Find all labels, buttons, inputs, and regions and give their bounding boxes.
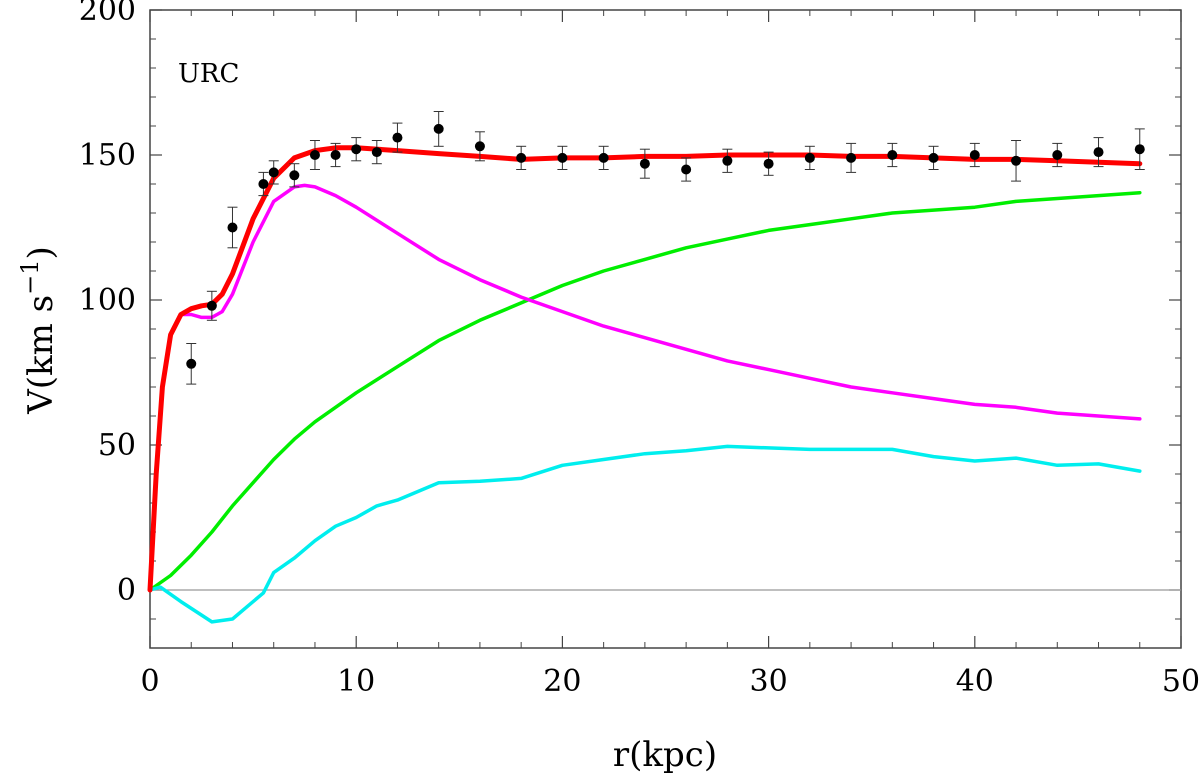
series-line-halo <box>148 190 1142 592</box>
annotation-urc: URC <box>178 59 239 89</box>
data-point-marker <box>846 152 857 163</box>
data-point <box>289 163 300 188</box>
data-point-marker <box>1011 155 1022 166</box>
x-tick-label: 10 <box>337 664 375 699</box>
data-point <box>598 145 609 170</box>
data-point-marker <box>289 170 300 181</box>
data-point-marker <box>763 158 774 169</box>
data-point-marker <box>804 152 815 163</box>
data-point <box>258 171 269 197</box>
data-point-marker <box>598 152 609 163</box>
svg-text:V(km s−1): V(km s−1) <box>16 246 61 415</box>
series-line-gas <box>148 444 1142 624</box>
data-point-marker <box>330 150 341 160</box>
data-point-marker <box>1093 147 1104 158</box>
data-point-marker <box>371 147 382 158</box>
data-point-marker <box>1052 150 1063 160</box>
data-point-marker <box>516 152 527 163</box>
data-point <box>351 137 362 162</box>
x-tick-label: 40 <box>956 664 994 699</box>
data-point-marker <box>928 152 939 163</box>
axis-ticks: 0 10 20 30 40 50 0 50 100 150 200 <box>79 0 1200 699</box>
data-point-marker <box>887 150 898 160</box>
y-axis-title-exponent: −1 <box>16 259 44 294</box>
plot-frame <box>149 9 1182 649</box>
data-point <box>928 145 939 170</box>
data-point-marker <box>186 358 197 369</box>
data-point <box>516 145 527 170</box>
data-point-marker <box>969 150 980 160</box>
y-axis-title-close: ) <box>21 246 61 259</box>
series-line-total <box>147 145 1143 593</box>
data-point <box>1093 137 1104 168</box>
data-point <box>722 148 733 173</box>
data-point-marker <box>474 141 485 152</box>
series-line-disk <box>148 183 1142 592</box>
x-tick-label: 30 <box>750 664 788 699</box>
data-point <box>186 343 197 385</box>
y-axis-title-main: V(km s <box>21 295 61 415</box>
data-point <box>330 142 341 168</box>
data-point <box>887 142 898 168</box>
data-point-marker <box>227 222 238 233</box>
data-point <box>1134 128 1145 170</box>
y-tick-label: 0 <box>117 573 136 608</box>
data-point <box>846 142 857 173</box>
data-point <box>392 122 403 153</box>
data-point-marker <box>392 132 403 143</box>
y-tick-label: 100 <box>79 283 136 318</box>
data-point-marker <box>681 164 692 175</box>
data-point <box>206 290 217 321</box>
data-point <box>804 145 815 170</box>
data-point-marker <box>309 150 320 160</box>
data-point <box>1052 142 1063 168</box>
data-point <box>763 151 774 176</box>
y-axis-title: V(km s−1) <box>16 246 61 415</box>
data-point-marker <box>557 152 568 163</box>
y-tick-label: 50 <box>98 428 136 463</box>
y-tick-label: 200 <box>79 0 136 28</box>
x-tick-label: 20 <box>543 664 581 699</box>
data-point-marker <box>351 144 362 155</box>
x-tick-label: 50 <box>1162 664 1200 699</box>
data-point <box>371 140 382 165</box>
data-point-marker <box>258 179 269 189</box>
data-point-marker <box>433 123 444 134</box>
data-point <box>309 140 320 170</box>
data-point <box>639 148 650 179</box>
data-point-marker <box>639 158 650 169</box>
data-point-marker <box>206 300 217 311</box>
x-axis-title: r(kpc) <box>613 735 717 775</box>
data-point <box>433 111 444 147</box>
data-point <box>969 142 980 168</box>
data-point <box>681 157 692 182</box>
y-tick-label: 150 <box>79 138 136 173</box>
series-layer <box>147 145 1143 624</box>
data-point <box>268 160 279 185</box>
data-points-layer <box>186 111 1145 385</box>
data-point <box>1011 140 1022 182</box>
data-point <box>557 145 568 170</box>
data-point-marker <box>268 167 279 178</box>
data-point-marker <box>1134 144 1145 155</box>
x-tick-label: 0 <box>140 664 159 699</box>
data-point <box>474 131 485 162</box>
data-point-marker <box>722 155 733 166</box>
data-point <box>227 206 238 249</box>
